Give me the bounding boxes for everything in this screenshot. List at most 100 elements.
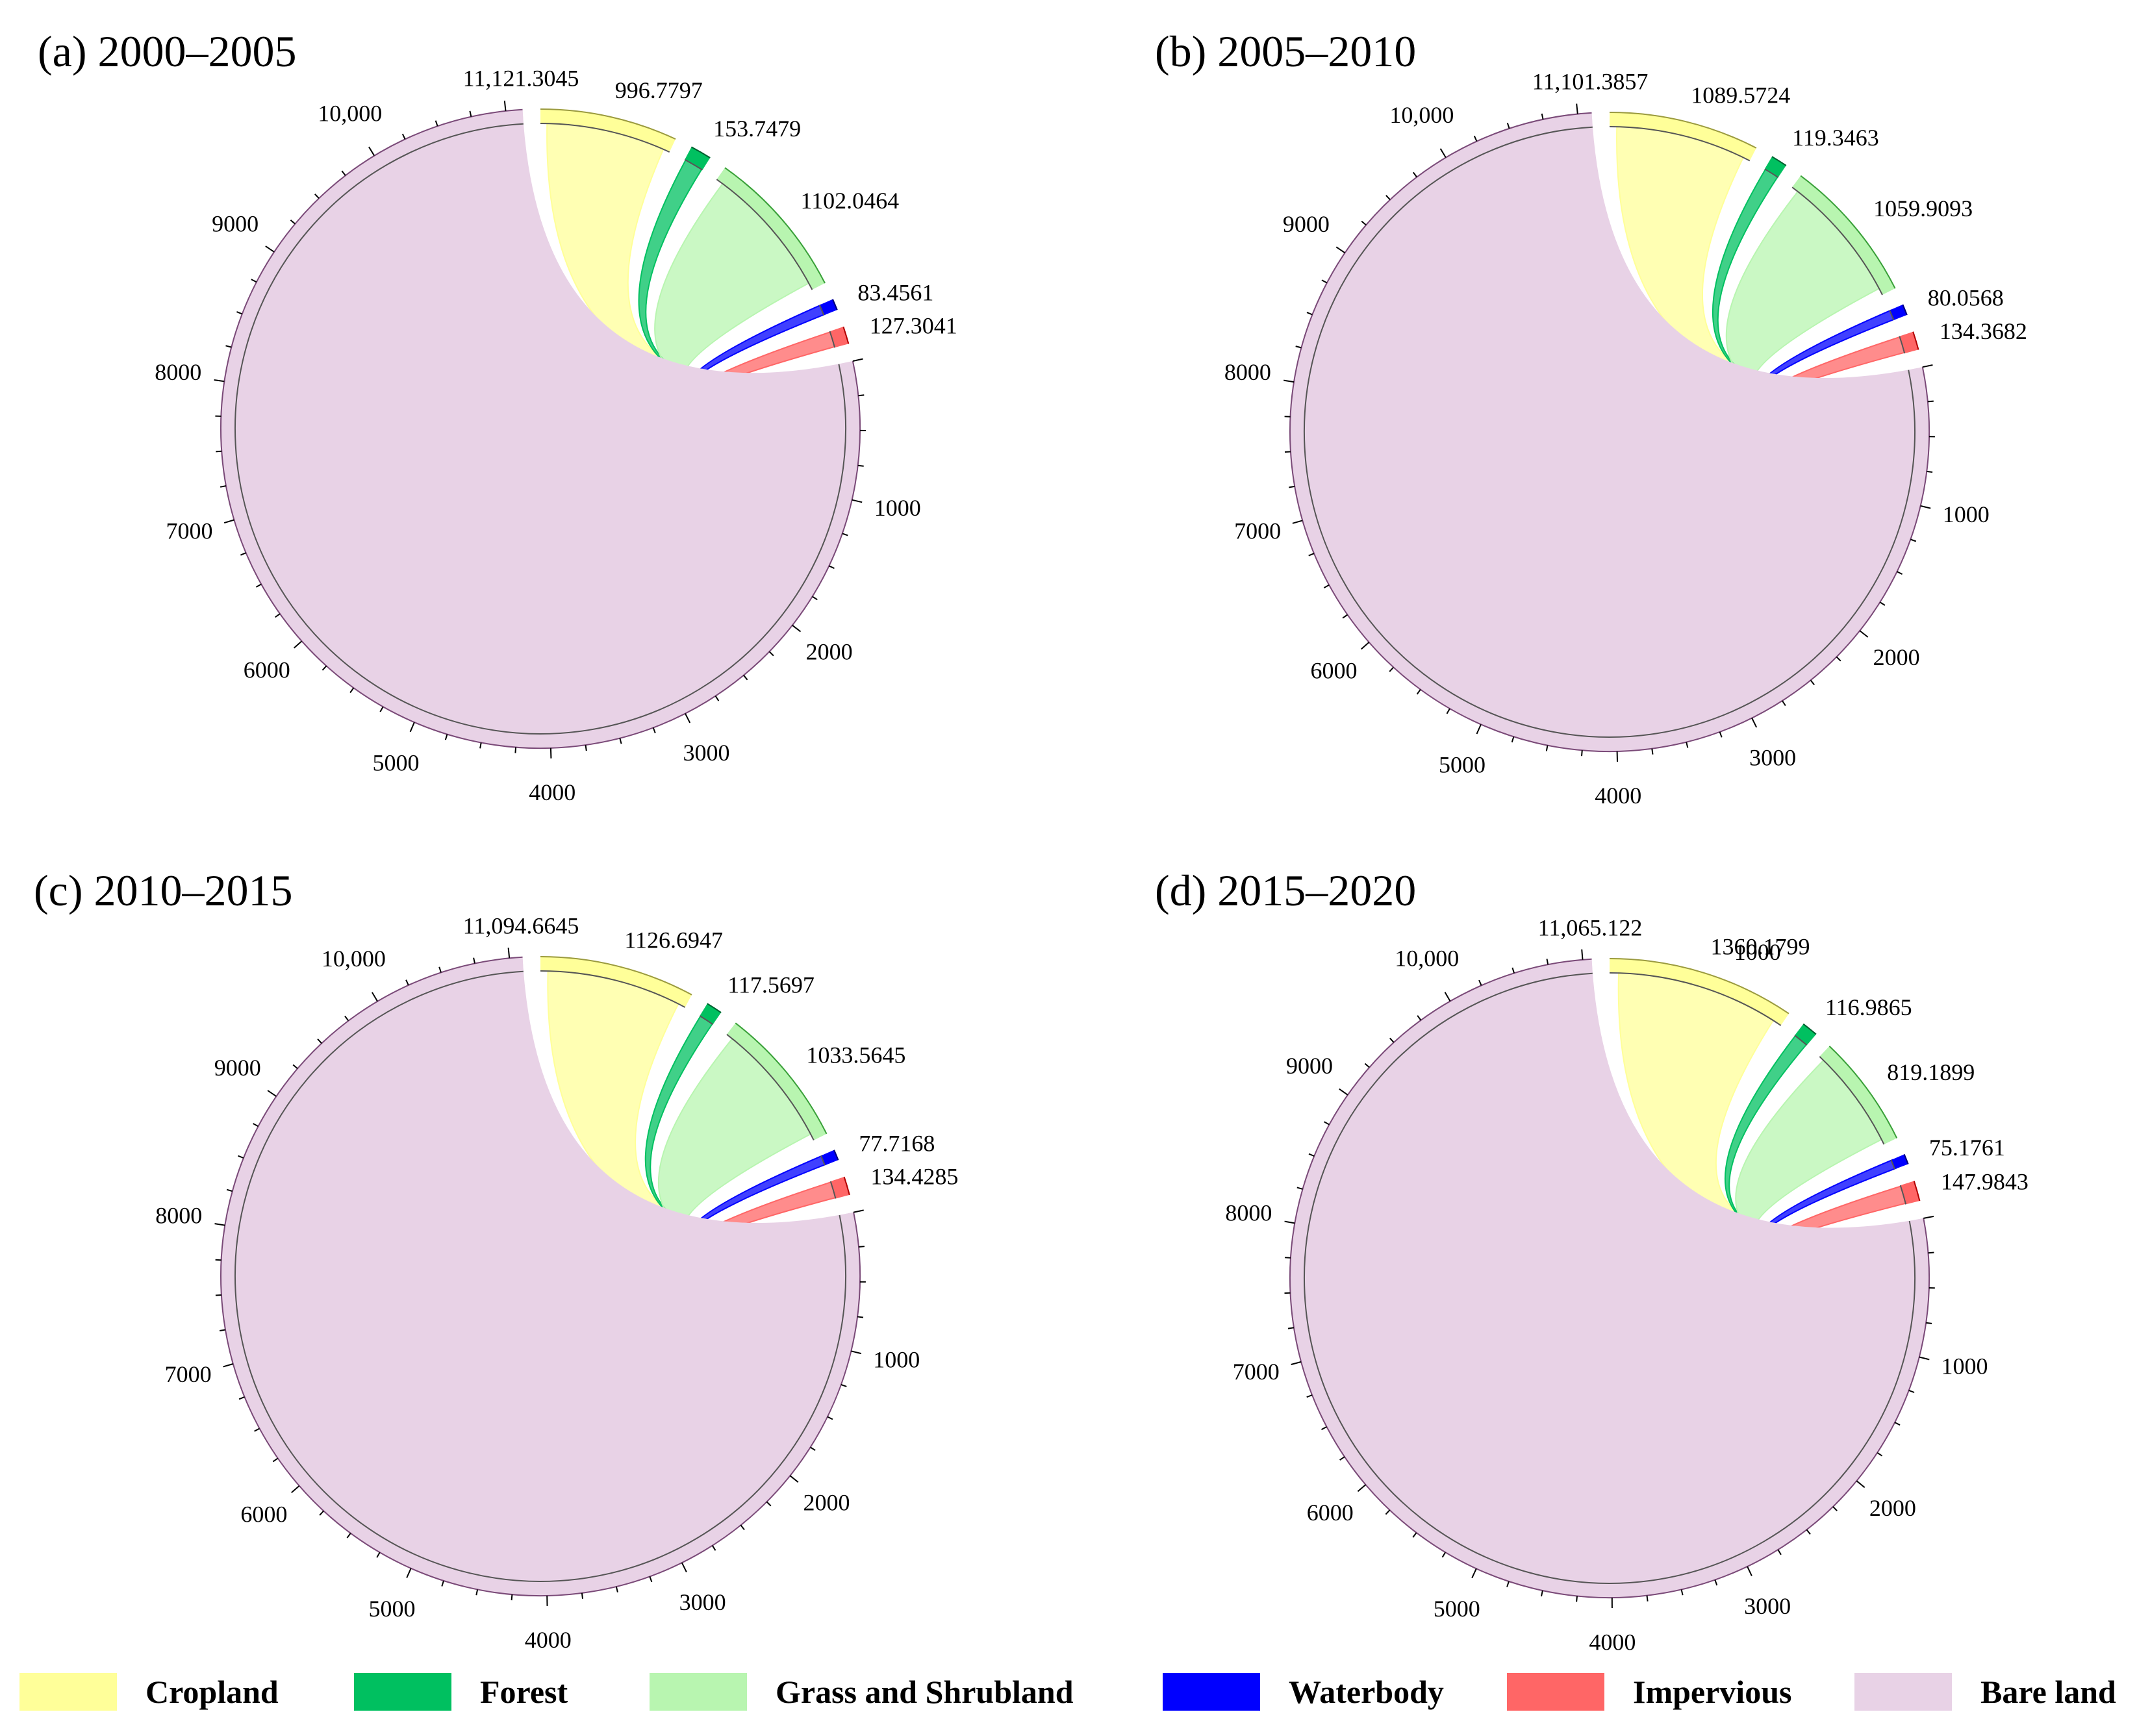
scale-tick [811,1447,816,1450]
scale-tick [685,714,690,723]
scale-tick [1288,1327,1294,1328]
scale-tick-label: 1000 [873,1346,920,1372]
scale-tick [1289,486,1295,488]
scale-tick [1390,1038,1394,1042]
legend-item-bare-land: Bare land [1854,1669,2116,1715]
scale-tick-label: 4000 [1595,783,1641,809]
scale-tick [1928,401,1934,402]
scale-tick [1682,1589,1683,1595]
scale-tick [411,722,414,732]
scale-tick [240,553,246,555]
scale-tick [480,743,481,749]
chord-panel-c: 1126.6947117.56971033.564577.7168134.428… [155,912,958,1653]
value-label-bare-land: 11,101.3857 [1532,68,1649,94]
value-label-impervious: 147.9843 [1941,1169,2029,1195]
scale-tick [1909,1390,1915,1392]
scale-tick [350,688,353,692]
scale-tick [744,675,748,680]
scale-tick [766,1502,770,1505]
scale-tick-label: 5000 [369,1596,416,1622]
scale-tick [1806,1529,1810,1534]
scale-tick-label: 9000 [214,1055,261,1081]
panel-title-d: (d) 2015–2020 [1155,865,1416,916]
value-label-waterbody: 77.7168 [859,1130,935,1156]
scale-tick [1285,1222,1295,1224]
scale-tick-label: 6000 [244,657,290,683]
scale-tick [1512,736,1514,742]
scale-tick [476,1589,477,1595]
scale-tick-label: 10,000 [1389,102,1454,128]
value-label-grass-and-shrubland: 819.1899 [1887,1059,1975,1085]
value-label-impervious: 134.3682 [1940,318,2027,344]
value-label-cropland: 1126.6947 [624,927,723,953]
scale-tick [220,486,226,487]
value-label-forest: 116.9865 [1825,994,1912,1020]
legend-label-waterbody: Waterbody [1289,1673,1444,1711]
scale-tick [1686,742,1688,748]
value-label-impervious: 134.4285 [870,1163,958,1189]
scale-tick [740,1525,744,1529]
scale-tick [1919,1357,1930,1360]
legend-item-impervious: Impervious [1507,1669,1791,1715]
scale-tick [216,451,221,452]
scale-tick-label: 3000 [683,740,730,766]
scale-tick-label: 6000 [240,1501,287,1527]
segment-band-impervious [837,329,842,346]
scale-tick [857,1316,863,1317]
scale-tick [1472,1568,1476,1578]
scale-tick-label: 7000 [1234,518,1281,544]
scale-tick [470,111,471,117]
scale-tick [853,359,863,361]
value-label-forest: 117.5697 [727,972,815,998]
value-label-grass-and-shrubland: 1059.9093 [1873,195,1973,221]
scale-tick [616,1587,618,1592]
scale-tick [266,246,274,252]
segment-band-waterbody [828,1153,832,1163]
scale-tick-label: 9000 [212,210,259,236]
scale-tick [1443,1552,1446,1557]
scale-tick [851,1351,861,1353]
panel-title-a: (a) 2000–2005 [38,26,296,77]
scale-tick [716,696,719,701]
scale-tick-label: 3000 [679,1589,726,1615]
scale-tick [1897,572,1903,574]
scale-tick [226,346,232,347]
scale-tick-label: 5000 [1439,752,1486,778]
scale-tick-label: 9000 [1283,211,1330,237]
scale-tick [842,534,848,536]
scale-tick-label: 4000 [529,779,575,805]
chord-panel-b: 1089.5724119.34631059.909380.0568134.368… [1224,68,2027,809]
segment-band-impervious [1907,334,1912,351]
scale-tick [509,948,510,958]
scale-tick [1336,247,1345,253]
scale-tick [859,1246,865,1247]
scale-tick [790,1476,798,1482]
scale-tick [1283,381,1294,383]
segment-band-waterbody [1898,1157,1902,1166]
scale-tick [236,312,242,314]
scale-tick [320,1511,323,1516]
scale-tick-label: 7000 [1233,1359,1280,1385]
scale-tick-label: 1000 [1943,501,1990,527]
legend-label-grass-and-shrubland: Grass and Shrubland [776,1673,1074,1711]
scale-tick [515,748,516,753]
value-label-bare-land: 11,121.3045 [463,65,579,91]
scale-tick-label: 10,000 [1395,945,1459,971]
scale-tick [1833,1507,1837,1511]
scale-tick [251,279,257,282]
scale-tick-label: 5000 [373,750,420,776]
scale-tick [1921,506,1931,509]
scale-tick [1285,452,1291,453]
scale-tick [238,1156,244,1158]
scale-tick [1856,1481,1864,1487]
scale-tick [436,121,438,127]
value-label-cropland: 996.7797 [615,77,703,103]
scale-tick [406,980,409,985]
scale-tick [1576,1596,1577,1602]
scale-tick-label: 2000 [1869,1495,1916,1521]
cropland-tick-label: 1000 [1734,939,1781,965]
value-label-waterbody: 80.0568 [1928,285,2004,311]
scale-tick [220,1330,225,1331]
scale-tick-label: 4000 [525,1627,572,1653]
value-label-waterbody: 75.1761 [1929,1135,2005,1161]
